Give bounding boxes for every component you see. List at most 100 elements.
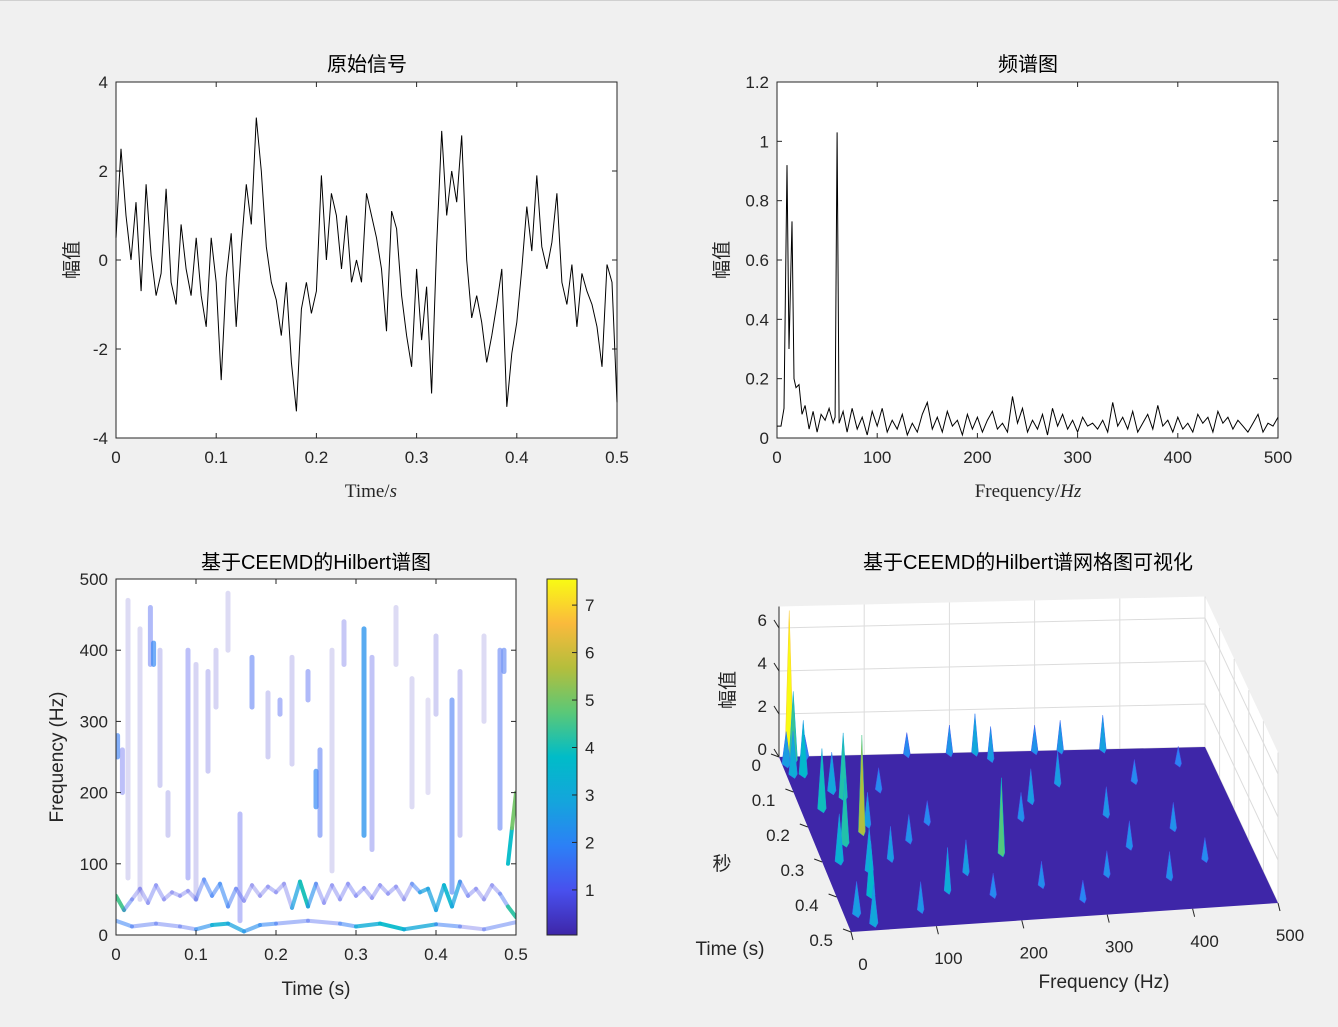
subplot-3d-mesh: 0 100 200 300 400 500 0 0.1 0.2 0.3 0.4 0.5 0 2 4 6 基于C…	[696, 551, 1305, 993]
hilbert-ridge-segment	[506, 904, 516, 920]
y-tick-label: -4	[93, 429, 108, 448]
hilbert-ridge-segment	[282, 881, 294, 910]
subplot-original-signal: 0 0.1 0.2 0.3 0.4 0.5 -4 -2 0 2 4 原始信号 Time/s 幅值	[61, 53, 629, 502]
y-tick	[770, 753, 780, 758]
hilbert-ridge-segment	[346, 881, 358, 898]
y-tick	[828, 893, 837, 898]
surface-peak	[1030, 725, 1039, 756]
x-tick-label: 0	[858, 955, 867, 974]
surface-peak	[989, 873, 997, 900]
hilbert-ridge-segment	[354, 886, 366, 898]
x-tick-label: 0.5	[504, 945, 528, 964]
hilbert-ridge-segment	[466, 886, 478, 898]
y-tick-label: 0.3	[781, 861, 805, 880]
x-tick	[1277, 902, 1281, 912]
x-tick-label: 0.2	[264, 945, 288, 964]
chart-title: 频谱图	[998, 53, 1058, 76]
hilbert-ridge-segment	[510, 790, 516, 831]
y-tick-label: 0.1	[752, 791, 776, 810]
y-tick-label: 100	[80, 855, 108, 874]
surface-peak	[971, 713, 979, 757]
y-tick-label: 0	[760, 429, 769, 448]
y-tick	[814, 858, 823, 863]
hilbert-ridge-segment	[370, 883, 382, 900]
hilbert-ridge-segment	[490, 883, 502, 896]
surface-peak	[1125, 820, 1134, 851]
x-axis-label: Frequency/Hz	[975, 481, 1082, 502]
x-tick-label: 100	[863, 448, 891, 467]
hilbert-ridge-segment	[434, 883, 446, 913]
surface-peak	[1103, 850, 1111, 879]
surface-peak	[986, 726, 995, 764]
surface-peak	[1079, 879, 1087, 904]
side-wall	[1205, 596, 1278, 903]
x-tick-label: 0.3	[405, 448, 429, 467]
hilbert-ridge-segment	[354, 921, 382, 929]
hilbert-ridge-segment	[450, 879, 462, 909]
surface-peak	[863, 792, 872, 830]
back-wall	[779, 596, 1205, 757]
y-tick-label: 400	[80, 641, 108, 660]
x-tick-label: 0	[111, 945, 120, 964]
colorbar-tick-label: 1	[585, 881, 594, 900]
y-tick-label: 1	[760, 132, 769, 151]
z-tick	[773, 748, 780, 758]
y-tick-label: -2	[93, 340, 108, 359]
x-tick-label: 400	[1190, 932, 1218, 951]
surface-peak	[874, 767, 883, 794]
hilbert-ridge-segment	[258, 921, 278, 928]
y-tick-label: 500	[80, 570, 108, 589]
surface-peak	[1169, 802, 1177, 833]
surface-peak	[1102, 786, 1110, 819]
hilbert-ridge-segment	[274, 881, 286, 895]
surface-peak	[1165, 851, 1174, 882]
surface-peak	[903, 732, 911, 759]
z-tick-label: 6	[758, 611, 767, 630]
colorbar-tick-label: 2	[585, 833, 594, 852]
surface-peak	[1174, 746, 1182, 768]
hilbert-ridge-segment	[426, 886, 438, 913]
x-tick-label: 0.2	[305, 448, 329, 467]
chart-title: 基于CEEMD的Hilbert谱网格图可视化	[863, 551, 1193, 574]
hilbert-ridge-segment	[298, 879, 310, 909]
y-axis-label: Time (s)	[696, 939, 765, 960]
z-tick-label: 2	[758, 697, 767, 716]
hilbert-ridge-segment	[378, 883, 390, 896]
colorbar-tick-label: 6	[585, 644, 594, 663]
hilbert-ridge-segment	[322, 883, 334, 905]
spectrum-line	[777, 132, 1279, 437]
hilbert-ridge-segment	[178, 888, 190, 898]
surface-peak	[817, 748, 827, 814]
hilbert-ridge-segment	[378, 921, 406, 932]
x-tick-label: 400	[1164, 448, 1192, 467]
grid-line	[778, 660, 1279, 818]
y-tick	[785, 788, 794, 793]
hilbert-ridge-segment	[506, 826, 514, 866]
x-axis-label: Frequency (Hz)	[1039, 972, 1170, 993]
y-tick-label: 0.5	[809, 931, 833, 950]
hilbert-ridge-segment	[186, 888, 198, 902]
y-tick-label: 0.2	[745, 370, 769, 389]
x-tick	[1021, 920, 1025, 929]
hilbert-ridge-segment	[242, 883, 254, 903]
hilbert-ridge-segment	[194, 877, 206, 902]
hilbert-ridge-segment	[474, 886, 486, 902]
x-tick-label: 500	[1264, 448, 1292, 467]
y-axis-label: Frequency (Hz)	[47, 692, 68, 823]
y-tick	[842, 928, 852, 933]
hilbert-ridge-segment	[402, 881, 414, 902]
grid-line	[778, 617, 1279, 775]
signal-line	[115, 117, 618, 412]
x-tick-label: 0.4	[505, 448, 529, 467]
x-tick-label: 200	[963, 448, 991, 467]
x-tick-label: 0.1	[204, 448, 228, 467]
surface-peak	[840, 778, 850, 848]
hilbert-ridge-segment	[146, 883, 158, 905]
x-tick-label: 0.3	[344, 945, 368, 964]
colorbar-tick-label: 4	[585, 739, 594, 758]
y-axis-label: 幅值	[61, 241, 83, 279]
hilbert-ridge-segment	[170, 890, 182, 898]
y-tick-label: 200	[80, 784, 108, 803]
x-tick-label: 300	[1063, 448, 1091, 467]
